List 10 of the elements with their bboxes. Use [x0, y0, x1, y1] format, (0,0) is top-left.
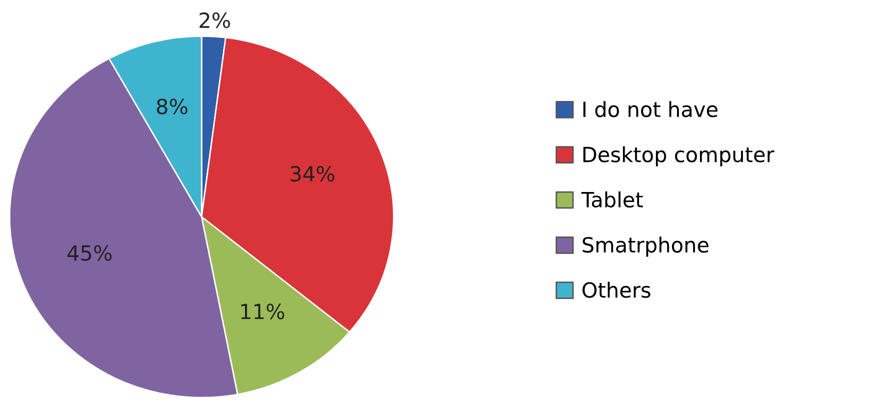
data-label: 2%	[200, 12, 230, 28]
data-label: 45%	[67, 245, 112, 261]
data-label: 8%	[156, 98, 188, 114]
data-label: 34%	[290, 166, 334, 182]
legend-label: Others	[582, 282, 650, 298]
legend-label: Desktop computer	[583, 146, 774, 166]
data-label: 11%	[241, 304, 284, 320]
legend-label: Tablet	[581, 191, 643, 208]
legend-label: Smatrphone	[582, 236, 708, 257]
legend-label: I do not have	[583, 101, 718, 118]
